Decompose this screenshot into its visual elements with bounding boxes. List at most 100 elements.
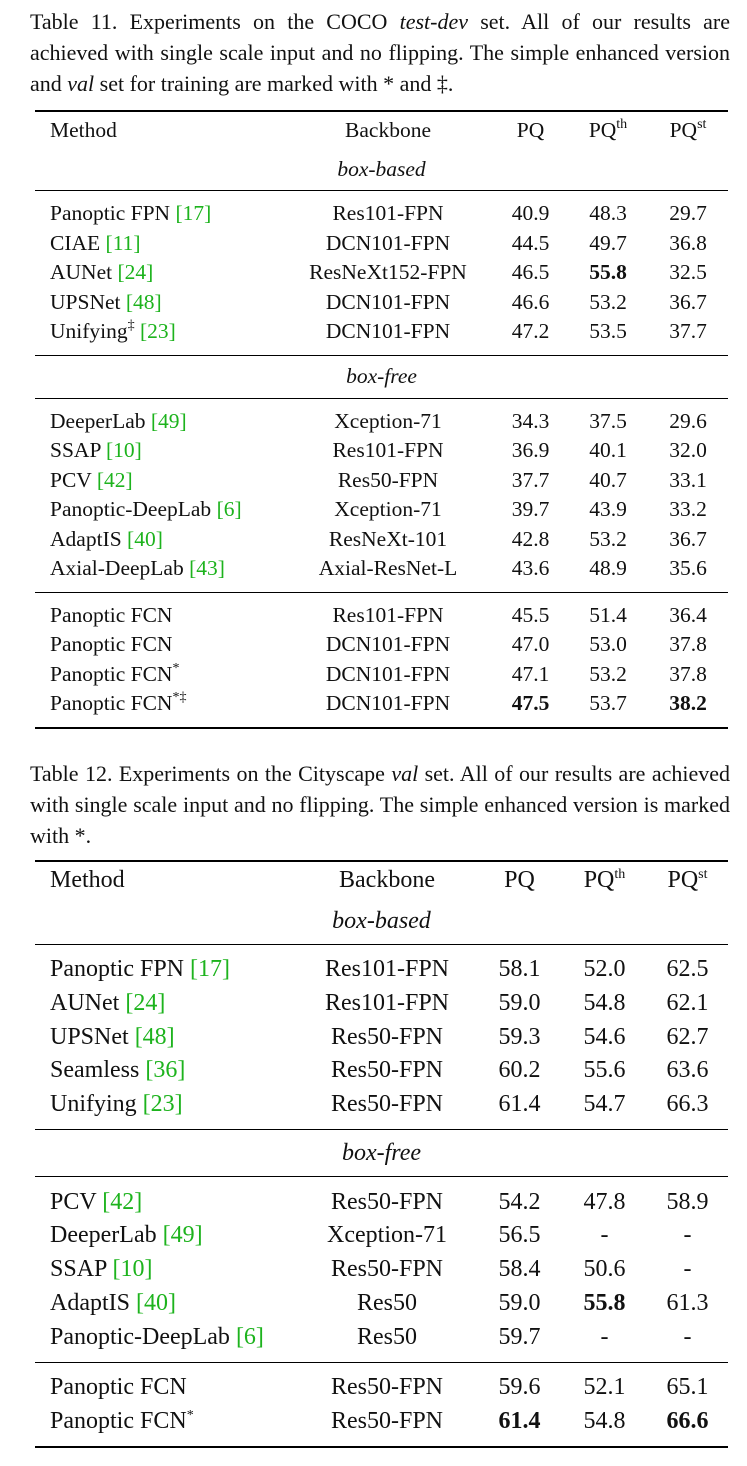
table-row: Unifying [23] Res50-FPN 61.4 54.7 66.3 [35, 1087, 728, 1131]
pq-cell: 59.3 [498, 1023, 541, 1050]
pq-cell: 59.0 [498, 1289, 541, 1316]
pq-cell: 59.7 [477, 1320, 562, 1363]
pq-st-cell: 65.1 [666, 1374, 709, 1401]
backbone-cell: ResNeXt-101 [328, 526, 448, 551]
citation-link[interactable]: [48] [134, 1023, 175, 1050]
citation-link[interactable]: [10] [105, 438, 142, 463]
pq-cell: 56.5 [498, 1222, 541, 1249]
backbone-cell: Res50-FPN [297, 1404, 477, 1449]
pq-th-cell: 48.3 [589, 201, 627, 226]
pq-st-cell: 37.8 [669, 661, 707, 686]
pq-st-cell: - [683, 1222, 692, 1249]
table-row: Panoptic FCN Res50-FPN 59.6 52.1 65.1 [35, 1362, 728, 1404]
pq-cell: 44.5 [511, 230, 550, 255]
caption-text: Table 12. Experiments on the Cityscape [30, 761, 392, 786]
pq-th-cell: 53.2 [589, 289, 627, 314]
method-cell: Panoptic FPN [17] [50, 201, 212, 226]
pq-cell: 40.9 [511, 201, 550, 226]
citation-link[interactable]: [49] [162, 1222, 203, 1249]
pq-cell: 60.2 [498, 1057, 541, 1084]
table-row: UPSNet [48] DCN101-FPN 46.6 53.2 36.7 [35, 288, 728, 318]
pq-th-cell: 53.7 [568, 689, 648, 729]
citation-link[interactable]: [49] [150, 408, 187, 433]
pq-cell: 46.6 [511, 289, 550, 314]
table-row: AUNet [24] Res101-FPN 59.0 54.8 62.1 [35, 987, 728, 1021]
header-backbone: Backbone [339, 866, 435, 893]
method-cell: PCV [42] [50, 467, 133, 492]
pq-cell: 39.7 [511, 497, 550, 522]
table-header-row: Method Backbone PQ PQth PQst [35, 111, 728, 148]
pq-th-cell: 43.9 [589, 497, 627, 522]
method-cell: SSAP [10] [50, 438, 142, 463]
citation-link[interactable]: [40] [127, 526, 163, 551]
citation-link[interactable]: [23] [140, 319, 176, 344]
pq-cell: 47.2 [493, 317, 568, 356]
pq-st-cell: 33.2 [669, 497, 707, 522]
backbone-cell: Res50 [297, 1320, 477, 1363]
table-12-caption: Table 12. Experiments on the Cityscape v… [30, 758, 730, 851]
citation-link[interactable]: [24] [117, 260, 154, 285]
pq-st-cell: 33.1 [669, 467, 707, 492]
backbone-cell: Res50-FPN [330, 1057, 444, 1084]
table-row: Seamless [36] Res50-FPN 60.2 55.6 63.6 [35, 1054, 728, 1088]
backbone-cell: DCN101-FPN [325, 289, 451, 314]
pq-st-cell: 36.7 [669, 289, 707, 314]
citation-link[interactable]: [6] [235, 1323, 264, 1350]
pq-th-cell: 53.5 [568, 317, 648, 356]
pq-th-cell: 53.2 [589, 526, 627, 551]
citation-link[interactable]: [48] [125, 289, 162, 314]
citation-link[interactable]: [17] [175, 201, 212, 226]
citation-link[interactable]: [43] [189, 556, 225, 581]
citation-link[interactable]: [17] [190, 956, 230, 983]
method-cell: Panoptic-DeepLab [6] [50, 497, 242, 522]
backbone-cell: Xception-71 [327, 1222, 447, 1249]
pq-st-cell: 66.3 [647, 1087, 728, 1131]
method-cell: UPSNet [48] [50, 1023, 175, 1050]
citation-link[interactable]: [23] [142, 1091, 183, 1118]
caption-text: Table 11. Experiments on the COCO [30, 9, 400, 34]
caption-set-name: val [67, 71, 95, 96]
pq-st-cell: 58.9 [666, 1188, 709, 1215]
citation-link[interactable]: [11] [105, 230, 141, 255]
pq-th-cell-best: 55.8 [589, 260, 627, 285]
citation-link[interactable]: [24] [125, 990, 166, 1017]
section-row: box-free [35, 1129, 728, 1178]
pq-cell: 46.5 [511, 260, 550, 285]
header-pq: PQ [504, 866, 535, 893]
pq-st-cell-best: 66.6 [647, 1404, 728, 1449]
section-row: box-based [35, 898, 728, 945]
method-cell: DeeperLab [49] [50, 1222, 203, 1249]
citation-link[interactable]: [6] [216, 497, 242, 522]
method-cell: PCV [42] [50, 1188, 143, 1215]
header-pq-th: PQth [588, 116, 628, 142]
pq-st-cell-best: 38.2 [648, 689, 728, 729]
pq-cell: 36.9 [511, 438, 550, 463]
citation-link[interactable]: [10] [112, 1256, 153, 1283]
pq-th-cell: 54.8 [562, 1404, 647, 1449]
method-cell: Panoptic FCN [50, 632, 173, 657]
citation-link[interactable]: [42] [96, 467, 133, 492]
table-11: Method Backbone PQ PQth PQst box-based P… [35, 110, 728, 729]
method-cell: Unifying [23] [35, 1087, 297, 1131]
backbone-cell: Res101-FPN [332, 438, 444, 463]
citation-link[interactable]: [40] [136, 1289, 176, 1316]
method-cell: Panoptic FCN*‡ [35, 689, 283, 729]
header-pq-st: PQst [669, 116, 707, 142]
backbone-cell: DCN101-FPN [283, 317, 493, 356]
pq-th-cell: 54.7 [562, 1087, 647, 1131]
table-row: Panoptic-DeepLab [6] Res50 59.7 - - [35, 1320, 728, 1363]
backbone-cell: Res101-FPN [324, 990, 450, 1017]
pq-st-cell: 35.6 [648, 554, 728, 593]
pq-st-cell: 29.6 [669, 408, 707, 433]
citation-link[interactable]: [42] [102, 1188, 143, 1215]
pq-st-cell: 29.7 [669, 201, 707, 226]
citation-link[interactable]: [36] [145, 1057, 186, 1084]
pq-th-cell: 49.7 [589, 230, 627, 255]
section-box-free: box-free [35, 1129, 728, 1178]
caption-set-name: val [391, 761, 419, 786]
method-cell: Panoptic FCN* [50, 660, 180, 686]
method-cell: AdaptIS [40] [50, 526, 163, 551]
table-row: Panoptic FCN*‡ DCN101-FPN 47.5 53.7 38.2 [35, 689, 728, 729]
pq-th-cell: 48.9 [568, 554, 648, 593]
pq-cell: 45.5 [511, 602, 550, 627]
